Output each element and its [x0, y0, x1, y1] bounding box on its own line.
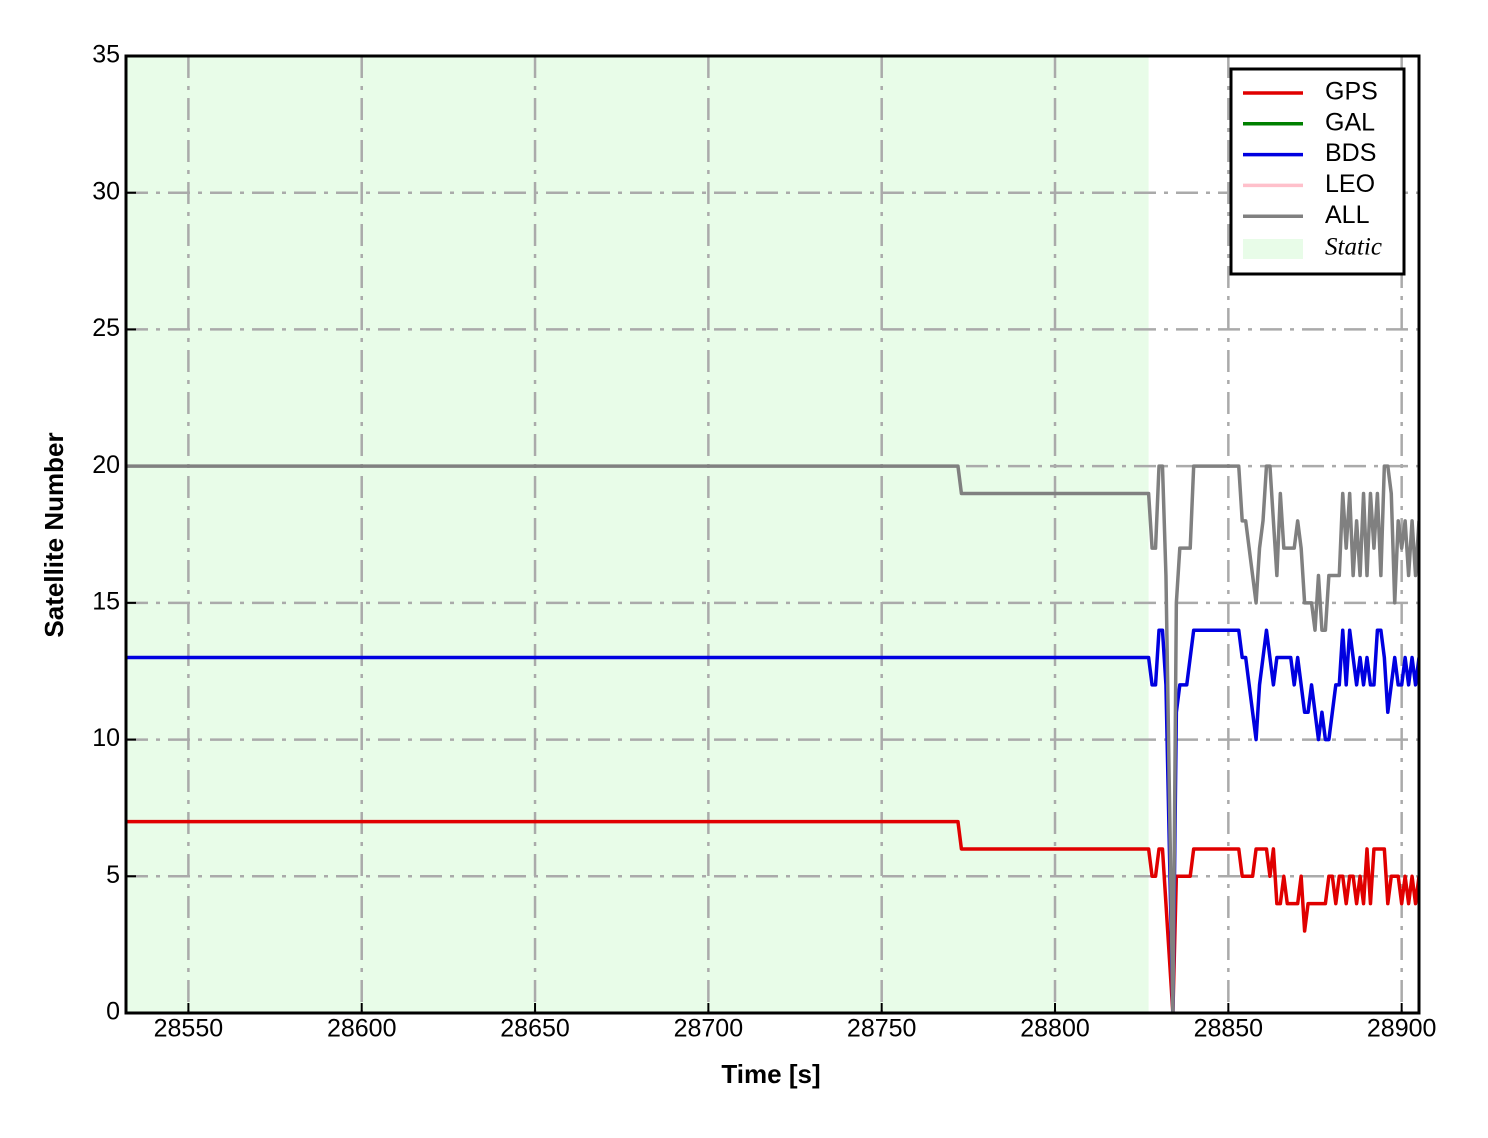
legend-label: BDS — [1325, 139, 1376, 167]
x-axis-label: Time [s] — [721, 1059, 820, 1089]
static-region — [126, 56, 1149, 1013]
series-line — [126, 628, 1419, 1013]
plot-frame — [124, 54, 1421, 1015]
x-tick-label: 28550 — [154, 1015, 224, 1043]
legend-label: GPS — [1325, 78, 1378, 106]
legend-label: ALL — [1325, 201, 1370, 229]
y-tick-label: 5 — [106, 861, 120, 889]
y-tick-label: 25 — [92, 314, 120, 342]
series-line — [126, 464, 1419, 1013]
legend-swatch — [1243, 239, 1303, 259]
y-tick-label: 30 — [92, 177, 120, 205]
y-tick-label: 15 — [92, 587, 120, 615]
legend-label: LEO — [1325, 170, 1375, 198]
x-tick-label: 28750 — [847, 1015, 917, 1043]
y-tick-label: 10 — [92, 724, 120, 752]
y-axis-label: Satellite Number — [39, 432, 69, 637]
x-tick-label: 28600 — [327, 1015, 397, 1043]
legend-label: Static — [1325, 234, 1382, 261]
x-tick-label: 28800 — [1020, 1015, 1090, 1043]
x-tick-label: 28700 — [674, 1015, 744, 1043]
y-tick-label: 0 — [106, 998, 120, 1026]
y-tick-label: 20 — [92, 451, 120, 479]
legend-label: GAL — [1325, 108, 1375, 136]
x-tick-label: 28650 — [500, 1015, 570, 1043]
x-tick-label: 28900 — [1367, 1015, 1437, 1043]
y-tick-label: 35 — [92, 41, 120, 69]
x-tick-label: 28850 — [1194, 1015, 1264, 1043]
series-line — [126, 819, 1419, 1013]
